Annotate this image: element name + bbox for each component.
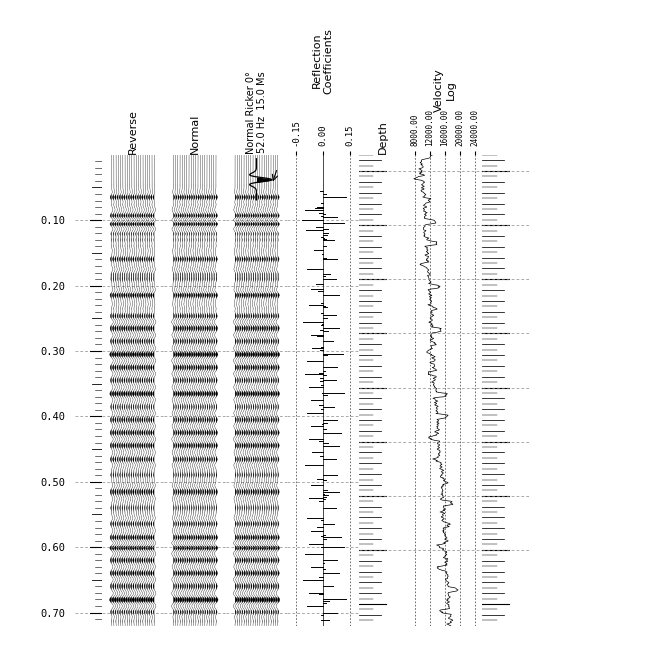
Text: Reverse: Reverse — [128, 109, 138, 154]
Text: Velocity
Log: Velocity Log — [434, 68, 456, 112]
Text: Normal: Normal — [190, 114, 200, 154]
Text: Normal Ricker 0°
52.0 Hz  15.0 Ms: Normal Ricker 0° 52.0 Hz 15.0 Ms — [246, 71, 267, 154]
Text: Reflection
Coefficients: Reflection Coefficients — [312, 28, 334, 94]
Y-axis label: Two-way Travel Time (sec): Two-way Travel Time (sec) — [0, 317, 1, 463]
Text: Depth: Depth — [378, 120, 388, 154]
